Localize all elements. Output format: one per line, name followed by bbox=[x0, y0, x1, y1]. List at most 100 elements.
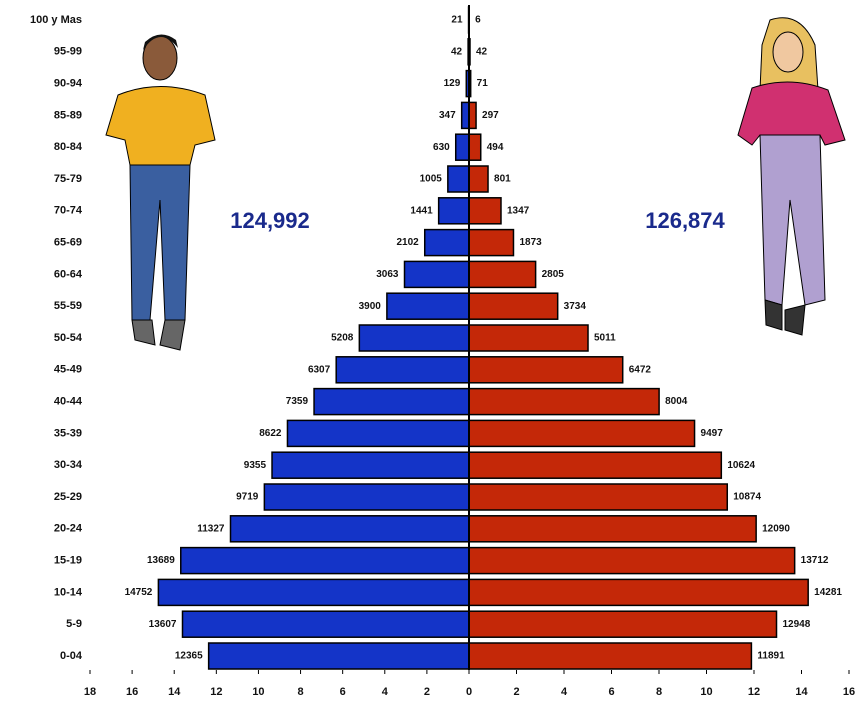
x-tick-label: 2 bbox=[513, 686, 519, 698]
x-tick-label: 16 bbox=[126, 686, 138, 698]
bar bbox=[403, 260, 470, 289]
bar bbox=[468, 228, 515, 257]
value-label: 8004 bbox=[665, 396, 688, 407]
category-label: 70-74 bbox=[54, 205, 83, 217]
category-label: 10-14 bbox=[54, 586, 83, 598]
value-label: 10874 bbox=[733, 492, 761, 503]
man-illustration bbox=[105, 34, 216, 351]
bar bbox=[468, 610, 778, 638]
bar bbox=[468, 133, 482, 161]
value-label: 1873 bbox=[519, 237, 542, 248]
bar bbox=[468, 356, 624, 384]
bar bbox=[271, 451, 470, 479]
bar bbox=[468, 101, 477, 130]
bar bbox=[468, 387, 660, 416]
x-tick-label: 18 bbox=[84, 686, 96, 698]
total-label: 126,874 bbox=[645, 208, 725, 233]
category-label: 15-19 bbox=[54, 555, 82, 567]
category-label: 85-89 bbox=[54, 109, 82, 121]
value-label: 6472 bbox=[629, 364, 652, 375]
bar bbox=[358, 324, 470, 352]
bar bbox=[468, 292, 559, 320]
value-label: 1441 bbox=[410, 205, 433, 216]
bar bbox=[263, 483, 470, 511]
bar bbox=[335, 356, 470, 384]
value-label: 801 bbox=[494, 174, 511, 185]
bar bbox=[454, 133, 470, 161]
x-tick-label: 10 bbox=[252, 686, 264, 698]
value-label: 13607 bbox=[149, 619, 177, 630]
value-label: 1347 bbox=[507, 205, 530, 216]
value-label: 9497 bbox=[701, 428, 724, 439]
value-label: 13689 bbox=[147, 555, 175, 566]
bar bbox=[286, 419, 470, 448]
x-tick-label: 12 bbox=[210, 686, 222, 698]
value-label: 12365 bbox=[175, 651, 203, 662]
bar bbox=[468, 483, 729, 511]
value-label: 14281 bbox=[814, 587, 842, 598]
value-label: 630 bbox=[433, 142, 450, 153]
x-tick-label: 8 bbox=[656, 686, 662, 698]
value-label: 10624 bbox=[727, 460, 755, 471]
category-label: 90-94 bbox=[54, 78, 83, 90]
category-label: 50-54 bbox=[54, 332, 83, 344]
bar bbox=[468, 546, 796, 575]
value-label: 71 bbox=[477, 78, 489, 89]
total-label: 124,992 bbox=[230, 208, 310, 233]
bar bbox=[460, 101, 470, 130]
bar bbox=[468, 419, 696, 448]
bar bbox=[468, 197, 502, 225]
value-label: 5011 bbox=[594, 333, 616, 344]
bar bbox=[313, 387, 470, 416]
value-label: 11327 bbox=[197, 523, 225, 534]
bar bbox=[468, 165, 489, 193]
bar bbox=[157, 578, 470, 607]
x-tick-label: 0 bbox=[466, 686, 472, 698]
category-label: 40-44 bbox=[54, 396, 83, 408]
x-tick-label: 4 bbox=[382, 686, 389, 698]
x-tick-label: 14 bbox=[168, 686, 181, 698]
bar bbox=[229, 515, 470, 543]
value-label: 21 bbox=[451, 15, 463, 26]
value-label: 13712 bbox=[801, 555, 829, 566]
bar bbox=[447, 165, 470, 193]
bar bbox=[468, 260, 537, 289]
value-label: 2102 bbox=[396, 237, 419, 248]
bar bbox=[468, 578, 809, 607]
value-label: 42 bbox=[451, 46, 463, 57]
value-label: 3734 bbox=[564, 301, 587, 312]
category-label: 75-79 bbox=[54, 173, 82, 185]
bar bbox=[468, 324, 589, 352]
category-label: 60-64 bbox=[54, 268, 83, 280]
value-label: 2805 bbox=[542, 269, 565, 280]
value-label: 11891 bbox=[757, 651, 785, 662]
value-label: 347 bbox=[439, 110, 456, 121]
value-label: 129 bbox=[444, 78, 461, 89]
value-label: 9719 bbox=[236, 492, 259, 503]
x-tick-label: 14 bbox=[795, 686, 808, 698]
bar bbox=[468, 642, 753, 670]
value-label: 6307 bbox=[308, 364, 331, 375]
bar bbox=[386, 292, 470, 320]
x-tick-label: 10 bbox=[700, 686, 712, 698]
value-label: 297 bbox=[482, 110, 499, 121]
category-label: 25-29 bbox=[54, 491, 82, 503]
woman-illustration bbox=[737, 17, 846, 336]
value-label: 8622 bbox=[259, 428, 282, 439]
bar bbox=[468, 515, 757, 543]
category-label: 0-04 bbox=[60, 650, 83, 662]
value-label: 42 bbox=[476, 46, 488, 57]
bar bbox=[207, 642, 470, 670]
value-label: 12948 bbox=[783, 619, 811, 630]
x-tick-label: 16 bbox=[843, 686, 855, 698]
category-label: 65-69 bbox=[54, 237, 82, 249]
category-label: 45-49 bbox=[54, 364, 82, 376]
value-label: 3900 bbox=[359, 301, 382, 312]
value-label: 14752 bbox=[125, 587, 153, 598]
value-label: 494 bbox=[487, 142, 504, 153]
value-label: 3063 bbox=[376, 269, 399, 280]
category-label: 30-34 bbox=[54, 459, 83, 471]
bar bbox=[180, 546, 470, 575]
category-label: 20-24 bbox=[54, 523, 83, 535]
